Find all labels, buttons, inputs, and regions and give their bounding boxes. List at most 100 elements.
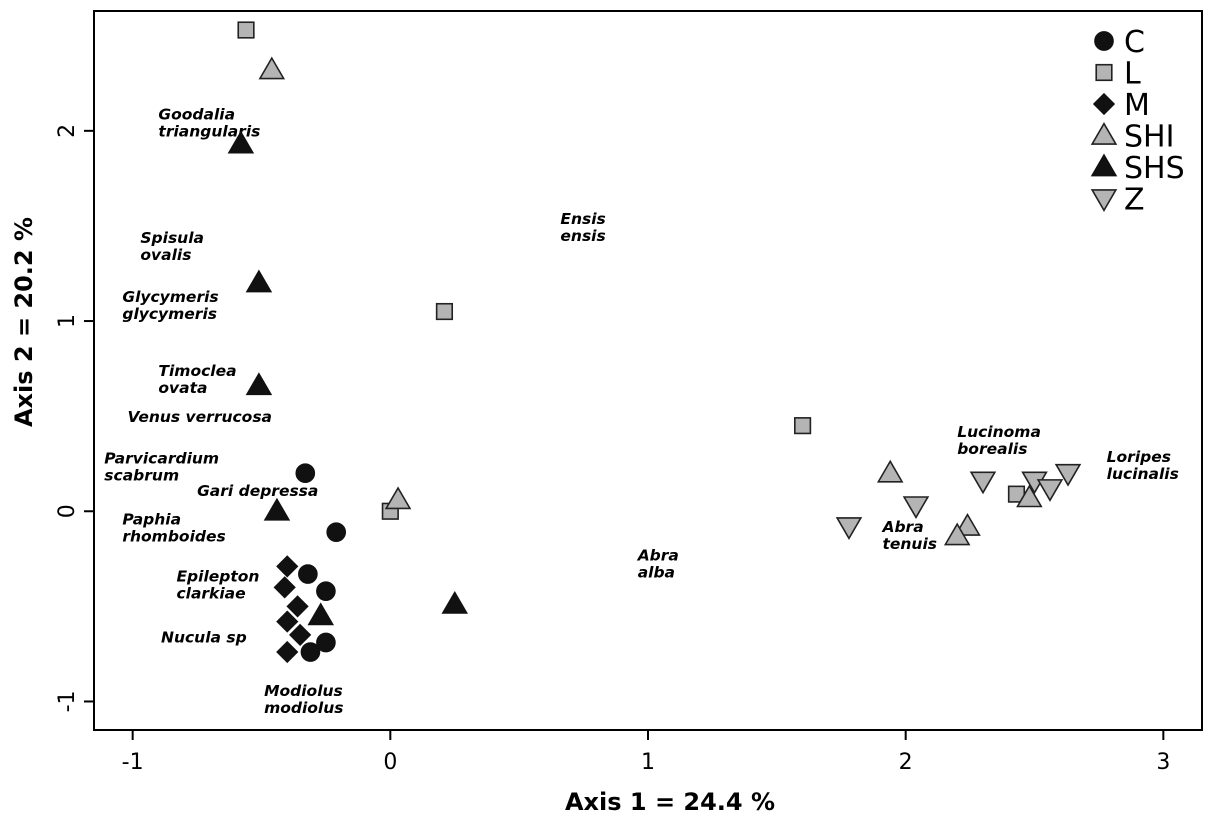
legend-marker-m	[1092, 92, 1116, 116]
data-point-z	[1054, 463, 1082, 487]
species-label-line: Abra	[637, 547, 679, 565]
species-label: Epilepton clarkiae	[176, 568, 259, 603]
legend-label: M	[1124, 88, 1150, 123]
species-label-line: triangularis	[158, 122, 260, 140]
legend-label: SHS	[1124, 151, 1185, 186]
species-label-line: alba	[638, 564, 675, 582]
x-tick-label: 2	[899, 750, 913, 775]
species-label-line: Lucinoma	[957, 423, 1041, 441]
data-point-c	[316, 581, 336, 601]
data-point-m	[276, 610, 299, 633]
legend-label: Z	[1124, 183, 1145, 218]
species-label-line: Goodalia	[158, 105, 235, 123]
species-label-line: Abra	[881, 518, 923, 536]
species-label: Nucula sp	[161, 629, 247, 647]
series-shs	[227, 130, 469, 626]
data-point-l	[794, 417, 812, 435]
data-point-c	[316, 632, 336, 653]
species-label-line: Glycymeris	[122, 288, 218, 306]
species-label-line: Parvicardium	[104, 450, 219, 468]
legend-marker-z	[1090, 189, 1118, 212]
data-point-l	[435, 302, 454, 321]
legend-marker-shi	[1090, 122, 1118, 145]
data-point-shi	[943, 522, 971, 546]
species-label-line: Venus verrucosa	[127, 408, 272, 426]
species-label-line: modiolus	[264, 699, 343, 717]
species-annotations: Goodalia triangularis Spisula ovalis Glycyme…	[104, 105, 1179, 716]
data-point-c	[295, 463, 316, 484]
species-label: Modiolus modiolus	[264, 682, 343, 717]
legend-label: L	[1124, 57, 1141, 92]
species-label: Gari depressa	[197, 482, 318, 500]
legend-label: C	[1124, 25, 1145, 60]
species-label: Venus verrucosa	[127, 408, 272, 426]
species-label: Lucinoma borealis	[957, 423, 1041, 458]
species-label: Ensis ensis	[560, 210, 605, 245]
data-point-l	[237, 21, 255, 39]
species-label-line: ensis	[560, 227, 605, 245]
species-label-line: Timoclea	[158, 362, 236, 380]
data-point-z	[969, 471, 997, 495]
species-label-line: lucinalis	[1107, 465, 1179, 483]
legend-marker-l	[1095, 63, 1113, 82]
species-label: Spisula ovalis	[140, 229, 204, 264]
species-label-line: clarkiae	[176, 585, 245, 603]
data-point-shi	[954, 513, 981, 536]
data-point-shs	[245, 372, 273, 396]
x-tick-label: 3	[1156, 750, 1170, 775]
species-label-line: scabrum	[104, 467, 179, 485]
data-point-m	[289, 623, 312, 647]
x-axis: -1 0 1 2 3	[122, 730, 1170, 775]
data-point-shi	[384, 486, 412, 510]
x-tick-label: -1	[122, 750, 144, 775]
data-point-c	[300, 642, 321, 662]
species-label-line: ovata	[158, 379, 207, 397]
data-point-shs	[227, 130, 255, 154]
data-point-shs	[263, 497, 291, 521]
y-tick-label: 1	[55, 314, 80, 328]
species-label-line: Loripes	[1107, 448, 1171, 466]
data-point-m	[276, 640, 299, 664]
species-label-line: Epilepton	[176, 568, 259, 586]
data-point-m	[273, 576, 296, 599]
species-label-line: Spisula	[140, 229, 204, 247]
y-axis: -1 0 1 2	[55, 124, 94, 712]
species-label-line: Modiolus	[264, 682, 343, 700]
data-point-shi	[258, 56, 286, 80]
species-label: Abra tenuis	[881, 518, 937, 553]
species-label-line: glycymeris	[122, 305, 217, 323]
y-tick-label: 0	[55, 504, 80, 518]
legend-marker-c	[1094, 31, 1114, 51]
series-z	[835, 463, 1082, 540]
x-axis-title: Axis 1 = 24.4 %	[565, 788, 775, 814]
data-point-c	[326, 522, 347, 543]
species-label-line: Gari depressa	[197, 482, 318, 500]
species-label: Abra alba	[637, 547, 679, 582]
data-point-shi	[876, 459, 904, 483]
data-point-z	[835, 517, 863, 540]
data-point-m	[286, 595, 309, 618]
species-label: Goodalia triangularis	[158, 105, 260, 140]
species-label-line: rhomboides	[122, 528, 225, 546]
series-c	[295, 463, 347, 662]
data-point-shs	[441, 590, 469, 614]
species-label-line: Paphia	[122, 511, 181, 529]
series-shi	[258, 56, 1043, 546]
species-label-line: borealis	[957, 440, 1027, 458]
data-point-shs	[307, 602, 335, 626]
legend-label: SHI	[1124, 120, 1174, 155]
y-tick-label: -1	[55, 690, 80, 712]
data-point-z	[1036, 479, 1064, 502]
series-m	[273, 555, 312, 664]
y-tick-label: 2	[55, 124, 80, 138]
species-label-line: tenuis	[882, 535, 937, 553]
data-point-c	[298, 564, 318, 584]
data-point-z	[902, 496, 930, 520]
data-points	[227, 21, 1082, 664]
series-l	[237, 21, 1026, 520]
species-label: Glycymeris glycymeris	[122, 288, 218, 323]
x-tick-label: 0	[383, 750, 397, 775]
data-point-m	[276, 555, 299, 578]
